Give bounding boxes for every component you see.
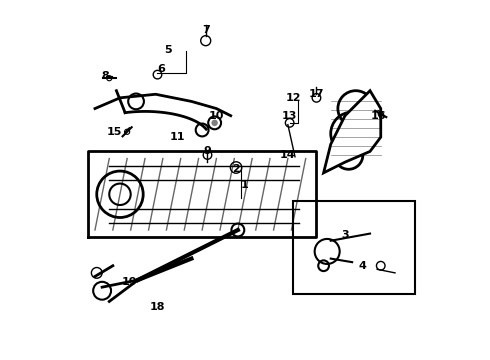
Text: 6: 6: [157, 64, 165, 74]
Text: 14: 14: [280, 150, 295, 160]
Text: 12: 12: [286, 93, 301, 103]
Text: 9: 9: [203, 147, 211, 157]
Text: 7: 7: [202, 25, 210, 35]
Text: 11: 11: [170, 132, 185, 142]
Text: 13: 13: [282, 111, 297, 121]
Text: 5: 5: [164, 45, 172, 55]
Text: 2: 2: [233, 164, 240, 174]
Text: 1: 1: [241, 180, 249, 190]
Circle shape: [211, 120, 218, 126]
Text: 8: 8: [101, 71, 109, 81]
Text: 19: 19: [122, 277, 138, 287]
Text: 16: 16: [371, 111, 387, 121]
Polygon shape: [323, 91, 381, 173]
Text: 15: 15: [107, 127, 122, 137]
Text: 18: 18: [150, 302, 165, 312]
Bar: [293, 202, 415, 294]
Text: 10: 10: [209, 111, 224, 121]
Text: 17: 17: [309, 89, 324, 99]
Text: 3: 3: [341, 230, 349, 240]
Text: 4: 4: [359, 261, 367, 271]
